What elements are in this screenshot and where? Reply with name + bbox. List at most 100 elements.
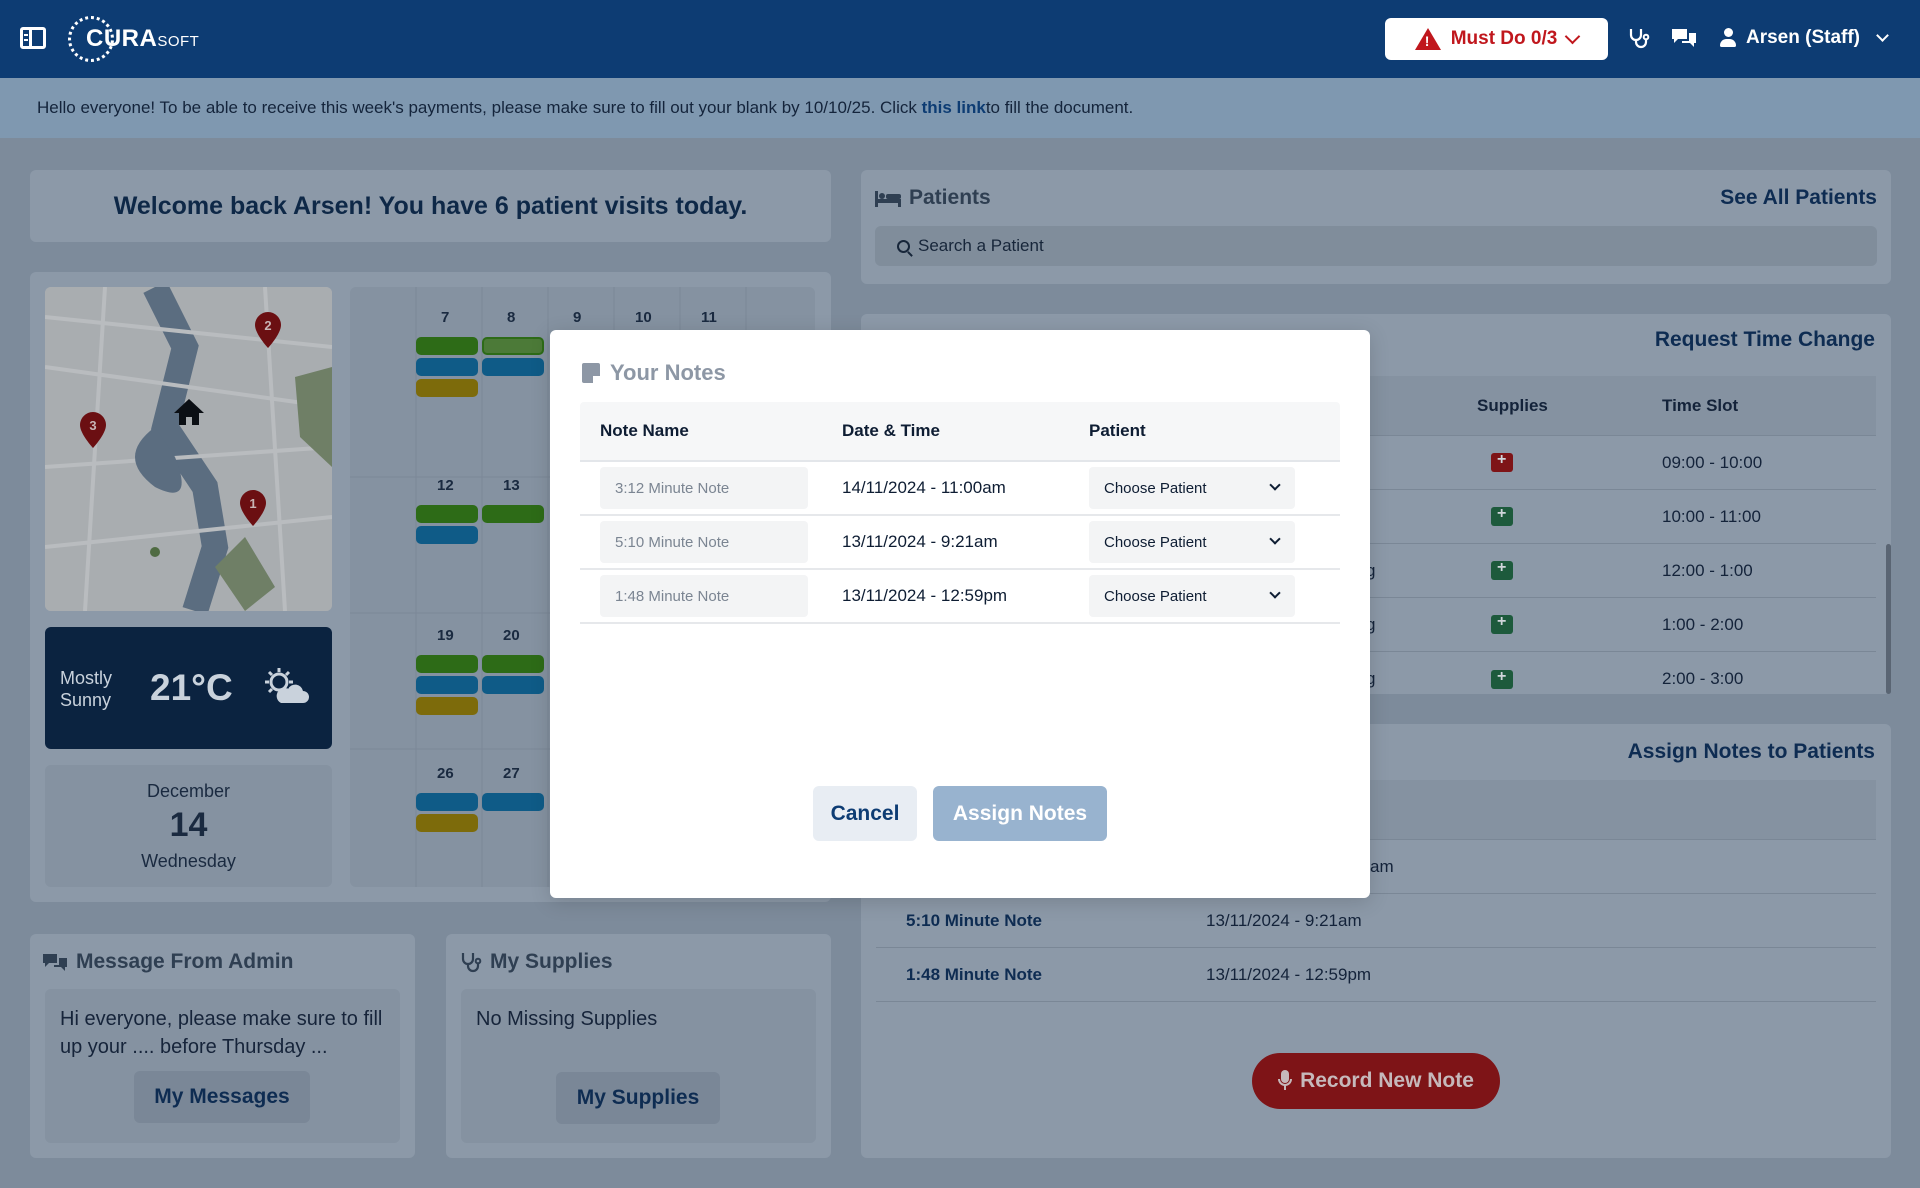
note-name-field[interactable]: 5:10 Minute Note — [600, 521, 808, 563]
note-row: 3:12 Minute Note 14/11/2024 - 11:00am Ch… — [580, 462, 1340, 516]
weather-condition-2: Sunny — [60, 690, 112, 710]
medical-kit-icon — [1491, 668, 1513, 689]
calendar-event[interactable] — [416, 814, 478, 832]
note-datetime: 13/11/2024 - 12:59pm — [1206, 964, 1372, 984]
stethoscope-icon[interactable] — [1626, 26, 1650, 56]
medical-kit-icon — [1491, 505, 1513, 526]
appointment-row[interactable]: 09:00 - 10:00 — [876, 436, 1876, 490]
appointment-row[interactable]: g 2:00 - 3:00 — [876, 652, 1876, 706]
curasoft-logo[interactable]: CURASOFT — [68, 12, 199, 66]
announcement-link[interactable]: this link — [921, 98, 986, 117]
my-messages-button[interactable]: My Messages — [134, 1071, 310, 1123]
search-icon — [897, 239, 910, 253]
note-row[interactable]: 1:48 Minute Note 13/11/2024 - 12:59pm — [876, 948, 1876, 1002]
note-datetime: 13/11/2024 - 12:59pm — [842, 586, 1008, 605]
route-map[interactable]: 2 3 1 — [45, 287, 332, 611]
calendar-day[interactable]: 13 — [503, 477, 520, 494]
note-name-field[interactable]: 3:12 Minute Note — [600, 467, 808, 509]
calendar-event[interactable] — [416, 655, 478, 673]
your-notes-modal: Your Notes Note Name Date & Time Patient… — [550, 330, 1370, 898]
calendar-event[interactable] — [482, 793, 544, 811]
choose-patient-select[interactable]: Choose Patient — [1089, 575, 1295, 617]
date-widget: December 14 Wednesday — [45, 765, 332, 887]
calendar-day[interactable]: 8 — [507, 309, 516, 326]
calendar-event[interactable] — [482, 337, 544, 355]
appointment-partial-text: g — [1366, 560, 1376, 580]
note-datetime: am — [1370, 856, 1394, 876]
my-supplies-button[interactable]: My Supplies — [556, 1072, 720, 1124]
welcome-message: Welcome back Arsen! You have 6 patient v… — [113, 191, 748, 220]
bed-icon — [875, 191, 901, 207]
assign-notes-button[interactable]: Assign Notes — [933, 786, 1107, 841]
calendar-event[interactable] — [416, 676, 478, 694]
calendar-day[interactable]: 9 — [573, 309, 582, 326]
chevron-down-icon — [1565, 28, 1581, 44]
warning-icon — [1414, 28, 1441, 50]
calendar-event[interactable] — [416, 697, 478, 715]
appointment-row[interactable]: g 12:00 - 1:00 — [876, 544, 1876, 598]
record-new-note-button[interactable]: Record New Note — [1252, 1053, 1500, 1109]
sidebar-toggle-icon[interactable] — [20, 27, 46, 49]
chevron-down-icon — [1269, 479, 1281, 491]
calendar-event[interactable] — [416, 793, 478, 811]
user-menu[interactable]: Arsen (Staff) — [1720, 27, 1889, 49]
modal-title: Your Notes — [610, 360, 726, 385]
note-row[interactable]: am — [876, 840, 1876, 894]
temperature: 21°C — [150, 667, 233, 708]
calendar-day[interactable]: 12 — [437, 477, 454, 494]
calendar-day[interactable]: 19 — [437, 627, 454, 644]
calendar-event[interactable] — [482, 676, 544, 694]
map-marker-2[interactable]: 2 — [255, 312, 281, 353]
calendar-day[interactable]: 20 — [503, 627, 520, 644]
calendar-event[interactable] — [482, 655, 544, 673]
note-name-field[interactable]: 1:48 Minute Note — [600, 575, 808, 617]
see-all-patients-link[interactable]: See All Patients — [1720, 186, 1877, 209]
weather-widget: Mostly Sunny 21°C — [45, 627, 332, 749]
calendar-day[interactable]: 10 — [635, 309, 652, 326]
calendar-event[interactable] — [416, 505, 478, 523]
notes-table: Note Name Date & Time Patient 3:12 Minut… — [580, 402, 1340, 624]
admin-message-card: Message From Admin Hi everyone, please m… — [30, 934, 415, 1158]
supplies-title: My Supplies — [490, 950, 613, 973]
announcement-text: Hello everyone! To be able to receive th… — [37, 98, 917, 117]
must-do-dropdown[interactable]: Must Do 0/3 — [1385, 18, 1608, 60]
medical-kit-missing-icon — [1491, 451, 1513, 472]
calendar-event[interactable] — [482, 358, 544, 376]
request-time-change-link[interactable]: Request Time Change — [1654, 328, 1875, 351]
choose-patient-select[interactable]: Choose Patient — [1089, 467, 1295, 509]
calendar-event[interactable] — [482, 505, 544, 523]
user-icon — [1720, 28, 1736, 48]
calendar-day[interactable]: 27 — [503, 765, 520, 782]
logo-ring-icon — [68, 16, 114, 62]
note-row[interactable]: 5:10 Minute Note 13/11/2024 - 9:21am — [876, 894, 1876, 948]
assign-notes-title[interactable]: Assign Notes to Patients — [1627, 740, 1875, 763]
appointments-scrollbar[interactable] — [1886, 544, 1891, 694]
calendar-day[interactable]: 26 — [437, 765, 454, 782]
map-marker-3[interactable]: 3 — [80, 412, 106, 453]
must-do-label: Must Do 0/3 — [1450, 28, 1558, 49]
announcement-banner: Hello everyone! To be able to receive th… — [0, 78, 1920, 138]
calendar-event[interactable] — [416, 337, 478, 355]
home-icon — [172, 397, 206, 432]
note-datetime: 14/11/2024 - 11:00am — [842, 478, 1006, 497]
supplies-column-header: Supplies — [1477, 396, 1548, 415]
admin-message-text: Hi everyone, please make sure to fill up… — [60, 1008, 383, 1058]
time-slot: 1:00 - 2:00 — [1662, 614, 1744, 634]
time-slot-column-header: Time Slot — [1662, 396, 1739, 415]
calendar-day[interactable]: 7 — [441, 309, 450, 326]
choose-patient-select[interactable]: Choose Patient — [1089, 521, 1295, 563]
chat-icon[interactable] — [1670, 26, 1698, 56]
sticky-note-icon — [582, 363, 600, 383]
patient-search-input[interactable]: Search a Patient — [875, 226, 1877, 266]
cancel-button[interactable]: Cancel — [813, 786, 917, 841]
calendar-day[interactable]: 11 — [701, 309, 717, 326]
appointment-row[interactable]: g 1:00 - 2:00 — [876, 598, 1876, 652]
map-marker-1[interactable]: 1 — [240, 490, 266, 531]
calendar-event[interactable] — [416, 358, 478, 376]
patient-select-value: Choose Patient — [1104, 587, 1207, 605]
calendar-event[interactable] — [416, 379, 478, 397]
appointment-row[interactable]: 10:00 - 11:00 — [876, 490, 1876, 544]
date-weekday: Wednesday — [141, 851, 236, 871]
calendar-event[interactable] — [416, 526, 478, 544]
time-slot: 09:00 - 10:00 — [1662, 452, 1763, 472]
